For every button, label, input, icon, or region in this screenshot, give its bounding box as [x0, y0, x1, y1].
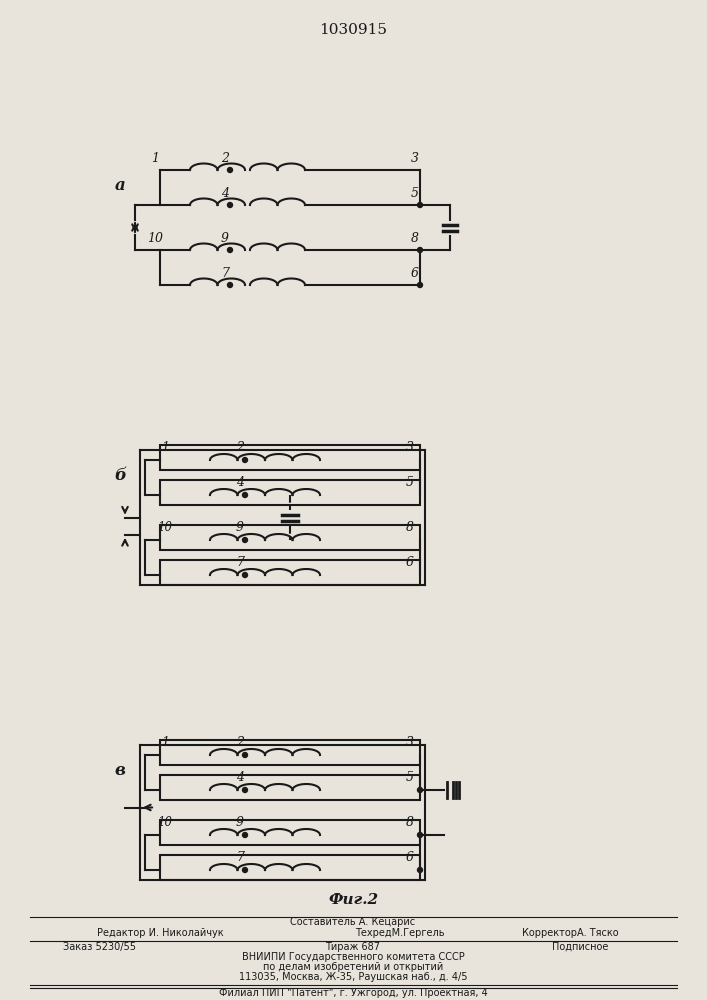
Text: 113035, Москва, Ж-35, Раушская наб., д. 4/5: 113035, Москва, Ж-35, Раушская наб., д. … — [239, 972, 467, 982]
Text: 9: 9 — [221, 232, 229, 245]
Circle shape — [243, 572, 247, 578]
Text: Редактор И. Николайчук: Редактор И. Николайчук — [97, 928, 223, 938]
Circle shape — [418, 788, 423, 792]
Circle shape — [243, 832, 247, 838]
Circle shape — [228, 282, 233, 288]
Text: 10: 10 — [147, 232, 163, 245]
Circle shape — [418, 247, 423, 252]
Text: 3: 3 — [411, 152, 419, 165]
Text: Подписное: Подписное — [551, 942, 608, 952]
Text: 5: 5 — [406, 476, 414, 489]
Text: 9: 9 — [236, 816, 244, 829]
Circle shape — [228, 247, 233, 252]
Text: б: б — [114, 467, 126, 484]
Text: 10: 10 — [158, 816, 173, 829]
Circle shape — [418, 202, 423, 208]
Text: 4: 4 — [236, 476, 244, 489]
Text: 6: 6 — [406, 556, 414, 569]
Circle shape — [243, 867, 247, 872]
Text: Составитель А. Кецарис: Составитель А. Кецарис — [291, 917, 416, 927]
Text: 2: 2 — [236, 736, 244, 749]
Text: 1030915: 1030915 — [319, 23, 387, 37]
Text: Фиг.2: Фиг.2 — [328, 893, 378, 907]
Text: а: а — [115, 177, 125, 194]
Circle shape — [243, 538, 247, 542]
Circle shape — [418, 832, 423, 838]
Text: 5: 5 — [406, 771, 414, 784]
Text: 1: 1 — [161, 736, 169, 749]
Text: по делам изобретений и открытий: по делам изобретений и открытий — [263, 962, 443, 972]
Text: 1: 1 — [161, 441, 169, 454]
Text: 2: 2 — [221, 152, 229, 165]
Text: 10: 10 — [158, 521, 173, 534]
Text: в: в — [115, 762, 125, 779]
Text: 8: 8 — [406, 521, 414, 534]
Circle shape — [418, 282, 423, 288]
Text: 4: 4 — [221, 187, 229, 200]
Text: Заказ 5230/55: Заказ 5230/55 — [64, 942, 136, 952]
Text: 2: 2 — [236, 441, 244, 454]
Circle shape — [243, 458, 247, 462]
Text: 7: 7 — [236, 556, 244, 569]
Circle shape — [228, 202, 233, 208]
Circle shape — [243, 492, 247, 497]
Text: Филиал ПИП "Патент", г. Ужгород, ул. Проектная, 4: Филиал ПИП "Патент", г. Ужгород, ул. Про… — [218, 988, 487, 998]
Text: ВНИИПИ Государственного комитета СССР: ВНИИПИ Государственного комитета СССР — [242, 952, 464, 962]
Text: 6: 6 — [411, 267, 419, 280]
Circle shape — [418, 867, 423, 872]
Text: 1: 1 — [151, 152, 159, 165]
Text: 7: 7 — [221, 267, 229, 280]
Text: 8: 8 — [411, 232, 419, 245]
Text: 4: 4 — [236, 771, 244, 784]
Text: 6: 6 — [406, 851, 414, 864]
Text: 9: 9 — [236, 521, 244, 534]
Text: 3: 3 — [406, 736, 414, 749]
Text: 5: 5 — [411, 187, 419, 200]
Text: ТехредМ.Гергель: ТехредМ.Гергель — [355, 928, 445, 938]
Text: Тираж 687: Тираж 687 — [325, 942, 380, 952]
Text: 7: 7 — [236, 851, 244, 864]
Text: КорректорА. Тяско: КорректорА. Тяско — [522, 928, 619, 938]
Circle shape — [243, 788, 247, 792]
Text: 3: 3 — [406, 441, 414, 454]
Text: 8: 8 — [406, 816, 414, 829]
Circle shape — [228, 167, 233, 172]
Circle shape — [243, 752, 247, 758]
